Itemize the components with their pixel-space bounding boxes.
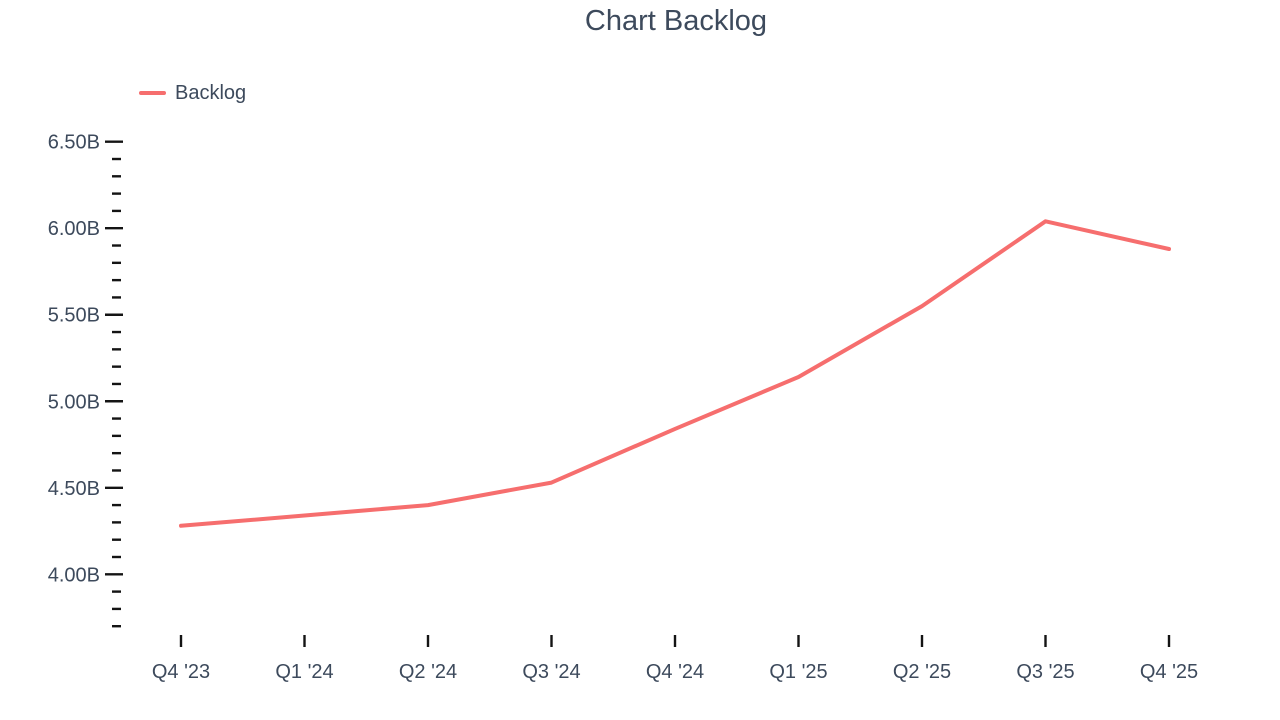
y-axis-tick-label: 5.50B (48, 305, 100, 327)
x-axis-tick-label: Q4 '25 (1140, 661, 1198, 683)
x-axis-tick-label: Q1 '24 (275, 661, 333, 683)
x-axis-tick-label: Q4 '23 (152, 661, 210, 683)
y-axis-tick-label: 5.00B (48, 391, 100, 413)
legend-swatch-backlog (139, 91, 166, 95)
x-axis-tick-label: Q4 '24 (646, 661, 704, 683)
x-axis-tick-label: Q2 '25 (893, 661, 951, 683)
x-axis-tick-label: Q3 '25 (1016, 661, 1074, 683)
x-axis-tick-label: Q2 '24 (399, 661, 457, 683)
x-axis-tick-label: Q3 '24 (522, 661, 580, 683)
y-axis-tick-label: 6.00B (48, 218, 100, 240)
chart-title: Chart Backlog (584, 5, 768, 37)
y-axis-tick-label: 4.50B (48, 478, 100, 500)
y-axis-tick-label: 6.50B (48, 132, 100, 154)
x-axis-tick-label: Q1 '25 (769, 661, 827, 683)
legend-label-backlog: Backlog (175, 82, 247, 104)
legend: Backlog (139, 80, 246, 106)
series-line-backlog (179, 219, 1171, 528)
y-axis-tick-label: 4.00B (48, 564, 100, 586)
